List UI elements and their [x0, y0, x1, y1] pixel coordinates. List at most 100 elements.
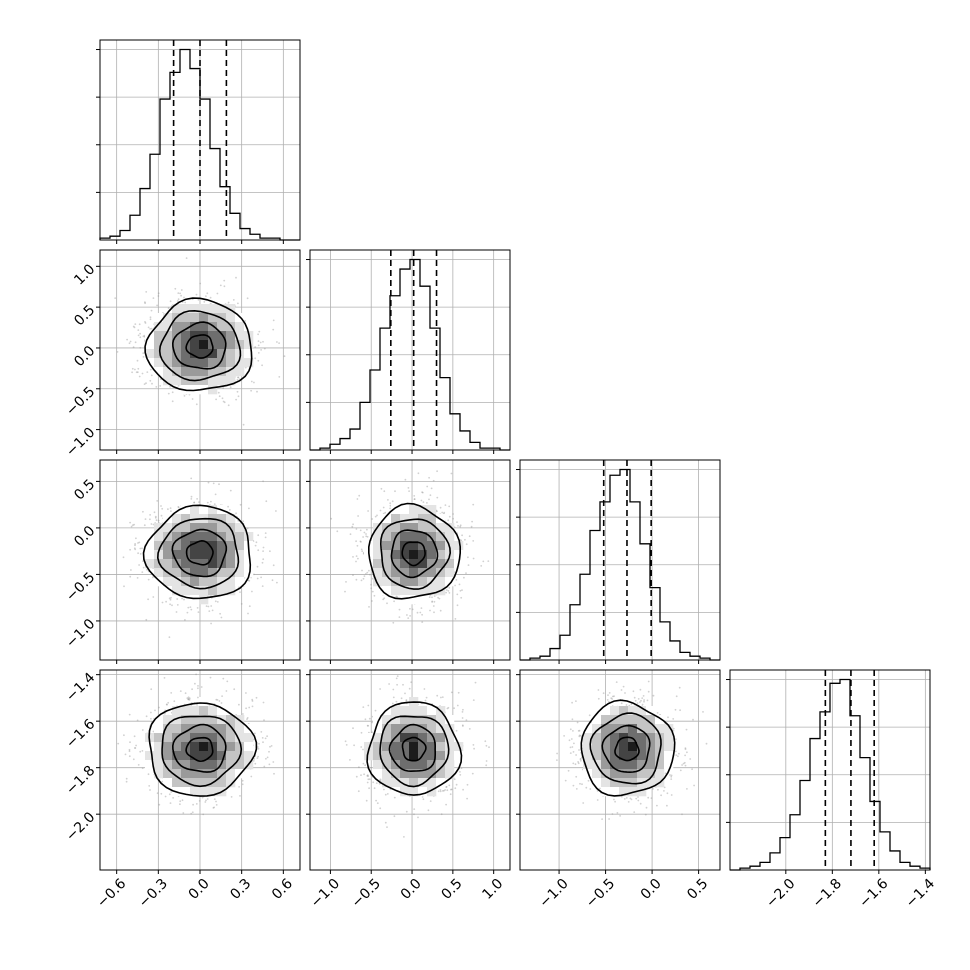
- density-cell: [208, 313, 218, 323]
- density-cell: [382, 742, 392, 752]
- scatter-point: [685, 728, 688, 731]
- scatter-point: [258, 742, 260, 745]
- scatter-point: [355, 578, 358, 581]
- scatter-point: [428, 596, 431, 598]
- density-cell: [154, 769, 164, 779]
- scatter-point: [447, 706, 450, 709]
- scatter-point: [380, 487, 383, 490]
- histogram-step-1: [310, 258, 510, 451]
- scatter-point: [485, 744, 488, 747]
- scatter-point: [571, 746, 574, 748]
- scatter-point: [177, 506, 180, 508]
- scatter-point: [431, 600, 434, 603]
- density-cell: [217, 541, 227, 551]
- density-cell: [445, 523, 455, 533]
- scatter-point: [366, 774, 369, 776]
- density-cell: [373, 724, 383, 734]
- scatter-point: [139, 750, 142, 753]
- density-cell: [226, 733, 236, 743]
- density-cell: [163, 751, 173, 761]
- scatter-point: [367, 510, 369, 512]
- density-cell: [391, 769, 401, 779]
- scatter-point: [239, 795, 241, 797]
- scatter-point: [250, 775, 253, 778]
- scatter-point: [276, 581, 278, 584]
- density-cell: [199, 760, 209, 770]
- density-cell: [637, 742, 647, 752]
- scatter-point: [198, 800, 201, 802]
- contour-level-1: [171, 528, 228, 578]
- scatter-point: [193, 501, 196, 504]
- density-cell: [418, 742, 428, 752]
- scatter-point: [460, 539, 463, 542]
- density-cell: [646, 706, 656, 716]
- density-cell: [382, 586, 392, 596]
- density-cell: [628, 769, 638, 779]
- scatter-point: [211, 609, 214, 612]
- density-cell: [628, 715, 638, 725]
- scatter-point: [248, 507, 250, 510]
- scatter-point: [206, 292, 209, 295]
- scatter-point: [146, 371, 149, 373]
- scatter-point: [167, 701, 170, 704]
- density-cell: [619, 769, 629, 779]
- density-cell: [226, 358, 236, 368]
- density-cell: [409, 769, 419, 779]
- density-cell: [391, 778, 401, 788]
- density-cell: [664, 742, 674, 752]
- density-cell: [400, 769, 410, 779]
- scatter-point: [266, 735, 268, 738]
- scatter-point: [620, 689, 623, 691]
- density-cell: [610, 760, 620, 770]
- scatter-point: [134, 543, 137, 545]
- density-cell: [217, 340, 227, 350]
- contour-level-0: [185, 736, 214, 763]
- scatter-point: [472, 503, 475, 506]
- scatter-point: [169, 300, 172, 303]
- scatter-point: [637, 796, 639, 798]
- scatter-point: [235, 276, 237, 279]
- scatter-point: [246, 717, 249, 719]
- scatter-point: [577, 761, 579, 763]
- density-cell: [199, 769, 209, 779]
- scatter-panel-2-1: [306, 459, 511, 664]
- scatter-point: [196, 704, 199, 706]
- scatter-point: [373, 594, 376, 597]
- density-cell: [172, 541, 182, 551]
- scatter-point: [585, 786, 588, 789]
- scatter-point: [681, 813, 683, 816]
- scatter-point: [370, 587, 373, 590]
- density-cell: [190, 523, 200, 533]
- scatter-point: [197, 298, 200, 301]
- scatter-point: [221, 695, 224, 697]
- density-cell: [172, 577, 182, 587]
- scatter-point: [678, 686, 681, 689]
- scatter-point: [643, 700, 645, 703]
- contour-level-3: [366, 701, 463, 796]
- density-cell: [619, 715, 629, 725]
- scatter-point: [147, 578, 150, 581]
- density-cell: [400, 778, 410, 788]
- scatter-point: [149, 368, 152, 371]
- scatter-point: [158, 706, 160, 709]
- scatter-point: [360, 548, 363, 551]
- scatter-point: [362, 748, 364, 751]
- scatter-point: [577, 762, 580, 765]
- density-cell: [628, 706, 638, 716]
- scatter-point: [254, 732, 256, 735]
- density-cell: [208, 349, 218, 359]
- scatter-point: [221, 397, 224, 400]
- x-tick-label: 0.0: [638, 876, 665, 903]
- scatter-point: [644, 813, 647, 816]
- density-cell: [409, 559, 419, 569]
- scatter-point: [156, 792, 159, 795]
- density-cell: [400, 568, 410, 578]
- scatter-point: [262, 741, 264, 744]
- density-cell: [181, 787, 191, 797]
- scatter-point: [251, 590, 253, 593]
- scatter-point: [616, 812, 619, 814]
- density-cell: [199, 505, 209, 515]
- density-cell: [199, 541, 209, 551]
- density-cell: [655, 715, 665, 725]
